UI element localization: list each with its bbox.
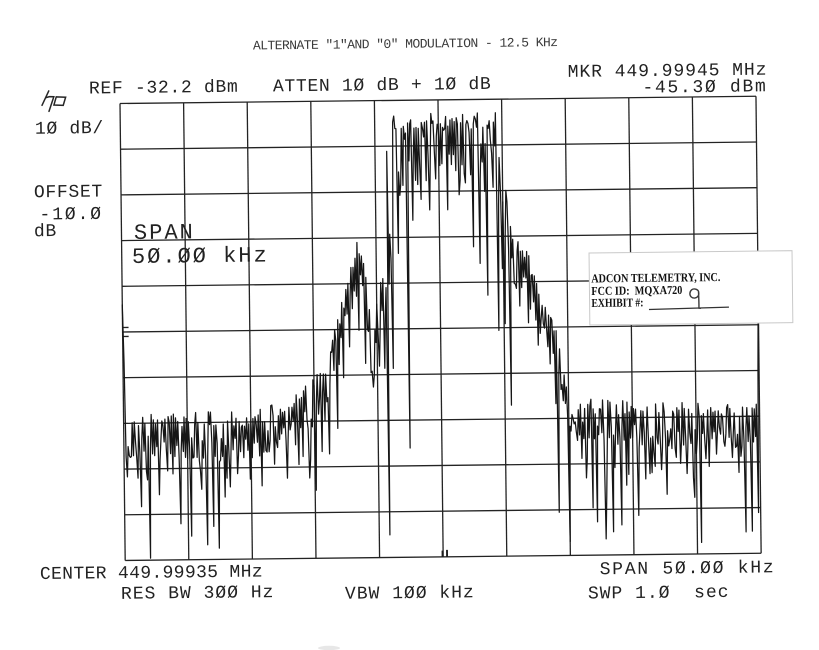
svg-text:SWP 1.Ø sec: SWP 1.Ø sec [588, 583, 730, 605]
svg-text:MKR 449.99945 MHz: MKR 449.99945 MHz [568, 61, 768, 83]
svg-text:VBW 1ØØ kHz: VBW 1ØØ kHz [345, 583, 475, 604]
svg-text:SPAN: SPAN [134, 220, 195, 246]
svg-text:dB: dB [34, 222, 57, 242]
svg-text:ADCON TELEMETRY, INC.: ADCON TELEMETRY, INC. [591, 270, 720, 285]
svg-text:-1Ø.Ø: -1Ø.Ø [39, 205, 103, 226]
svg-text:RES BW 3ØØ Hz: RES BW 3ØØ Hz [121, 583, 275, 605]
svg-text:REF -32.2 dBm ATTEN 1Ø dB +: REF -32.2 dBm ATTEN 1Ø dB + 1Ø dB [89, 75, 492, 100]
svg-text:5Ø.ØØ kHz: 5Ø.ØØ kHz [132, 243, 269, 270]
svg-text:FCC ID: MQXA720: FCC ID: MQXA720 [591, 283, 682, 298]
svg-text:CENTER 449.99935 MHz: CENTER 449.99935 MHz [40, 563, 263, 586]
svg-text:SPAN 5Ø.ØØ kHz: SPAN 5Ø.ØØ kHz [600, 558, 776, 580]
svg-text:OFFSET: OFFSET [34, 183, 103, 204]
svg-text:EXHIBIT #:: EXHIBIT #: [591, 295, 643, 310]
svg-text:ALTERNATE "1"AND "0" MODULATIO: ALTERNATE "1"AND "0" MODULATION - 12.5 K… [253, 35, 558, 53]
svg-text:1Ø dB/: 1Ø dB/ [35, 119, 104, 140]
svg-text:-45.3Ø dBm: -45.3Ø dBm [642, 77, 767, 98]
